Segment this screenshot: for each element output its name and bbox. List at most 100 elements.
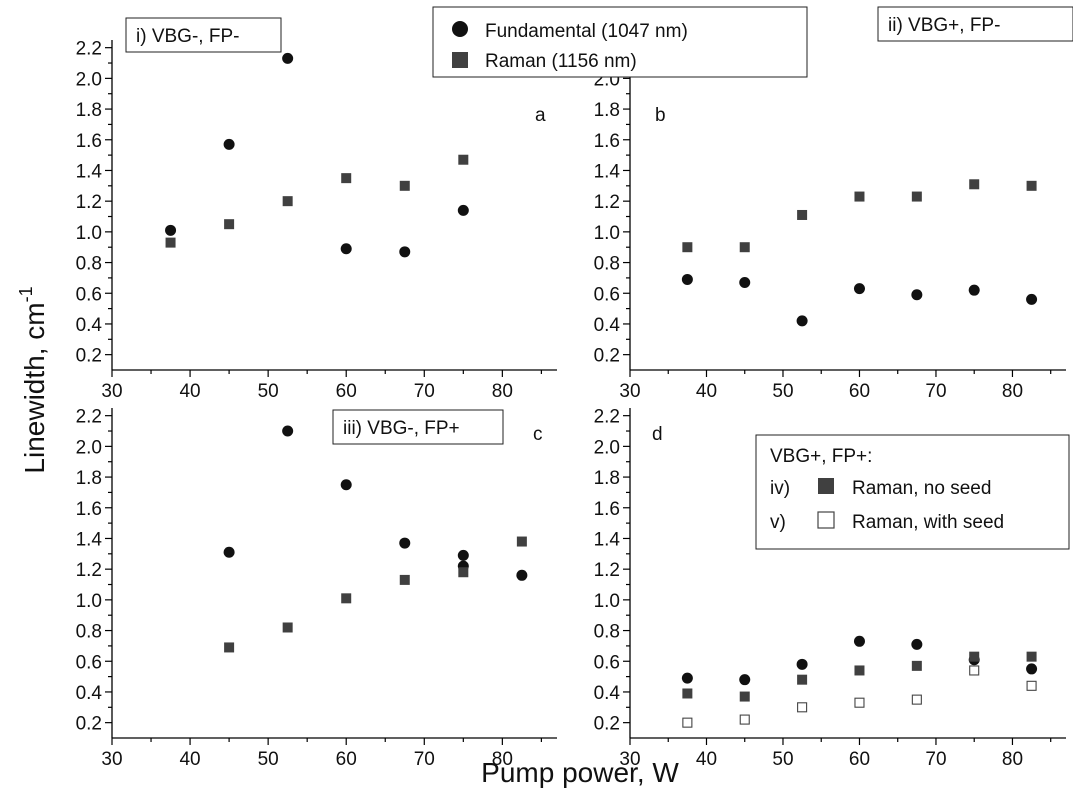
y-tick-label: 2.0 [76, 69, 102, 90]
data-point-fundamental [796, 315, 808, 327]
y-tick-label: 0.2 [76, 346, 102, 367]
condition-label-box [332, 409, 504, 445]
y-tick-label: 1.4 [594, 161, 621, 182]
y-tick-label: 0.4 [76, 683, 103, 704]
data-point-fundamental [853, 283, 865, 295]
y-tick-label: 0.8 [76, 254, 102, 275]
data-point-raman [1026, 180, 1037, 191]
data-point-raman [458, 567, 469, 578]
data-point-fundamental [399, 537, 411, 549]
y-tick-label: 0.6 [76, 652, 102, 673]
panel-d: 30 40 50 60 70 80 0.2 0.4 0.6 0.8 1.0 1.2 1.4 1.6 1.8 2… [594, 407, 1070, 770]
y-tick-label: 0.2 [594, 714, 620, 735]
data-point-fundamental [1026, 663, 1038, 675]
data-point-fundamental [911, 289, 923, 301]
data-point-raman [969, 179, 980, 190]
data-point-raman [854, 665, 865, 676]
y-tick-label: 1.2 [594, 560, 620, 581]
data-point-fundamental [223, 546, 235, 558]
data-point-raman [341, 593, 352, 604]
x-tick-label: 70 [414, 749, 435, 770]
y-tick-label: 2.0 [76, 437, 102, 458]
panel-letter: d [652, 424, 663, 445]
data-point-raman [682, 242, 693, 253]
data-point-fundamental [739, 674, 751, 686]
data-point-raman [224, 642, 235, 653]
data-point-raman-seed [797, 702, 808, 713]
y-tick-label: 2.0 [594, 437, 620, 458]
data-point-raman [282, 196, 293, 207]
y-tick-label: 1.6 [594, 131, 620, 152]
y-tick-label: 1.8 [594, 100, 620, 121]
data-point-fundamental [1026, 293, 1038, 305]
y-axis-title: Linewidth, cm-1 [16, 286, 50, 473]
x-tick-label: 40 [179, 381, 200, 402]
condition-label: ii) VBG+, FP- [888, 15, 1000, 36]
x-tick-label: 60 [336, 381, 357, 402]
data-point-raman [399, 180, 410, 191]
condition-label: i) VBG-, FP- [136, 26, 239, 47]
data-point-raman-seed [1026, 680, 1037, 691]
top-legend: Fundamental (1047 nm) Raman (1156 nm) [432, 6, 808, 78]
x-tick-label: 80 [1002, 381, 1023, 402]
y-tick-label: 0.4 [76, 315, 103, 336]
data-point-raman-seed [854, 697, 865, 708]
panel-d-legend-box [755, 434, 1070, 550]
panel-d-legend-prefix: v) [770, 512, 786, 533]
condition-label-box [877, 6, 1073, 42]
panel-letter: b [655, 105, 666, 126]
x-tick-label: 60 [849, 381, 870, 402]
y-tick-label: 2.2 [76, 39, 102, 60]
x-tick-label: 70 [414, 381, 435, 402]
data-point-fundamental [968, 284, 980, 296]
legend-square-marker-icon [452, 52, 468, 68]
x-tick-label: 40 [696, 749, 717, 770]
x-tick-label: 50 [258, 381, 279, 402]
data-point-raman [1026, 651, 1037, 662]
y-tick-label: 1.6 [76, 499, 102, 520]
data-point-fundamental [457, 204, 469, 216]
data-point-raman-seed [739, 714, 750, 725]
y-tick-label: 1.0 [76, 223, 102, 244]
y-tick-label: 0.6 [594, 284, 620, 305]
data-point-raman [739, 242, 750, 253]
y-tick-label: 2.2 [76, 407, 102, 428]
y-tick-label: 0.8 [76, 622, 102, 643]
legend-square-filled-icon [818, 478, 834, 494]
data-point-fundamental [399, 246, 411, 258]
data-point-fundamental [282, 425, 294, 437]
data-point-fundamental [340, 243, 352, 255]
y-tick-label: 1.0 [76, 591, 102, 612]
panel-d-legend-label: Raman, with seed [852, 512, 1004, 533]
data-point-raman [969, 651, 980, 662]
data-point-fundamental [681, 273, 693, 285]
data-point-raman [854, 191, 865, 202]
data-point-fundamental [165, 224, 177, 236]
panel-letter: a [535, 105, 546, 126]
x-tick-label: 30 [619, 749, 640, 770]
y-tick-label: 0.4 [594, 315, 621, 336]
y-tick-label: 1.2 [76, 560, 102, 581]
y-tick-label: 0.8 [594, 254, 620, 275]
data-point-fundamental [739, 277, 751, 289]
x-tick-label: 50 [258, 749, 279, 770]
data-point-raman-seed [682, 717, 693, 728]
top-legend-box [432, 6, 808, 78]
legend-circle-marker-icon [452, 21, 468, 37]
y-tick-label: 0.6 [76, 284, 102, 305]
panel-b: 30 40 50 60 70 800.20.40.60.81.01.21.41.61.82… [594, 6, 1073, 402]
data-point-raman [797, 674, 808, 685]
x-tick-label: 80 [492, 749, 513, 770]
x-tick-label: 70 [925, 749, 946, 770]
y-tick-label: 1.0 [594, 591, 620, 612]
legend-entry-fundamental: Fundamental (1047 nm) [485, 21, 688, 42]
data-point-raman-seed [911, 694, 922, 705]
data-point-raman [682, 688, 693, 699]
data-point-fundamental [681, 672, 693, 684]
condition-label: iii) VBG-, FP+ [343, 418, 460, 439]
data-point-fundamental [911, 638, 923, 650]
x-tick-label: 30 [619, 381, 640, 402]
x-tick-label: 60 [336, 749, 357, 770]
x-tick-label: 70 [925, 381, 946, 402]
